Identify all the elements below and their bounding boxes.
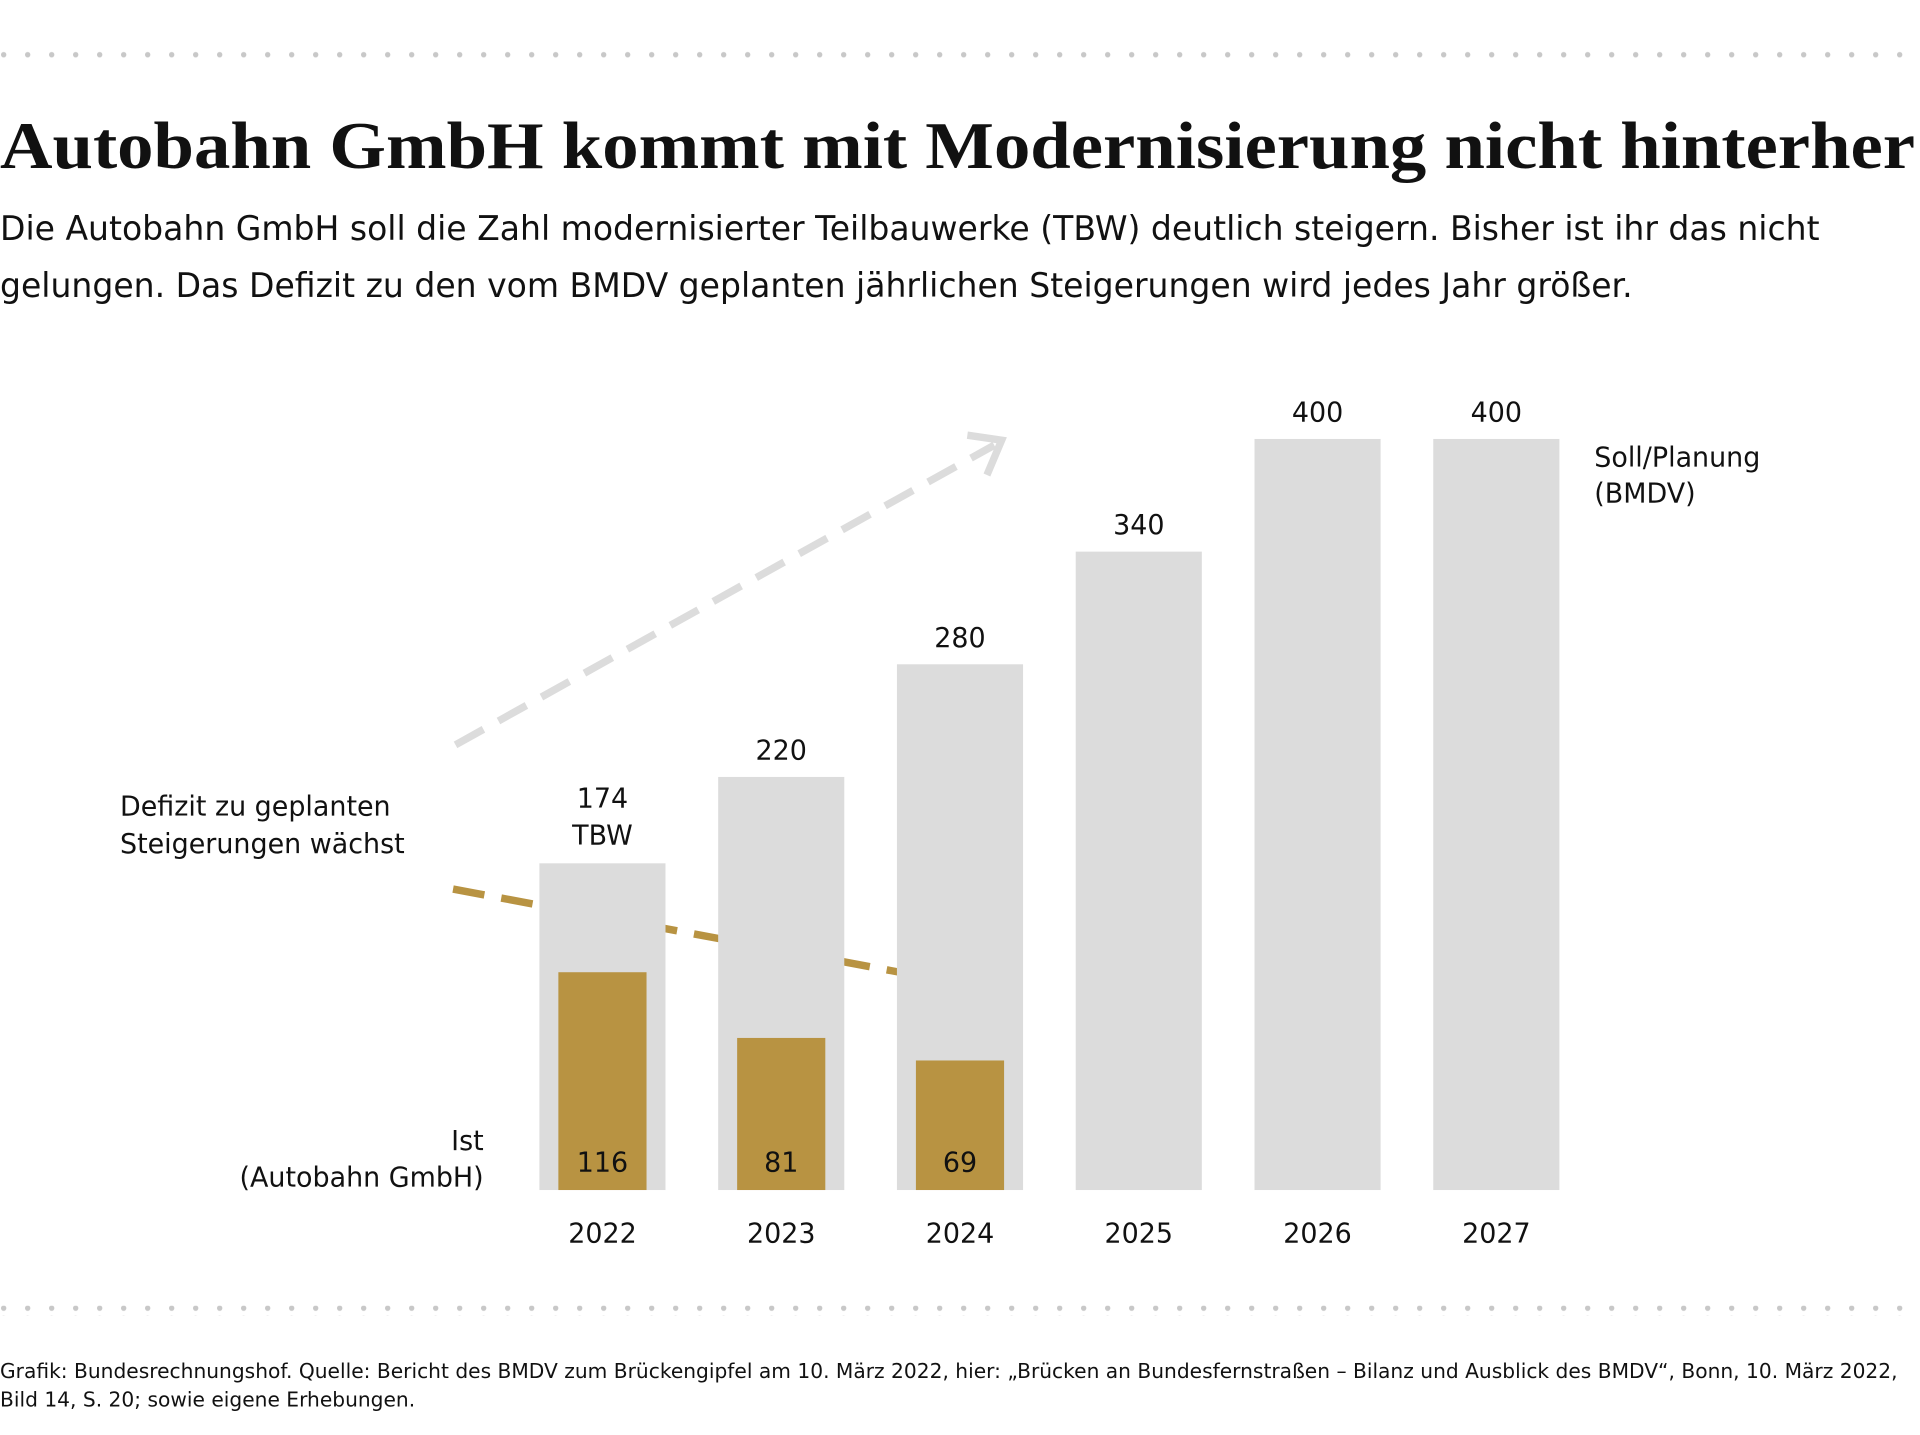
divider — [0, 1305, 1920, 1316]
bar — [1254, 438, 1381, 1191]
x-tick-label: 2023 — [747, 1218, 815, 1249]
value-label: 400 — [1292, 397, 1343, 428]
legend-label: Soll/Planung (BMDV) — [1594, 442, 1760, 509]
value-label: 220 — [756, 735, 807, 766]
source: Grafik: Bundesrechnungshof. Quelle: Beri… — [0, 1359, 1898, 1412]
arrow-head — [966, 431, 1007, 477]
unit-label: TBW — [571, 820, 633, 851]
bar — [1075, 551, 1202, 1191]
chart-title: Autobahn GmbH kommt mit Modernisierung n… — [0, 109, 1915, 183]
divider — [0, 49, 1920, 60]
value-label: 174 — [577, 783, 628, 814]
value-label: 116 — [577, 1147, 628, 1178]
x-tick-label: 2025 — [1105, 1218, 1173, 1249]
x-tick-label: 2022 — [568, 1218, 636, 1249]
legend-label: Ist (Autobahn GmbH) — [240, 1126, 484, 1193]
chart-subtitle: Die Autobahn GmbH soll die Zahl modernis… — [0, 209, 1820, 306]
value-label: 81 — [764, 1147, 798, 1178]
bar — [1433, 438, 1560, 1191]
value-label: 400 — [1471, 397, 1522, 428]
value-label: 69 — [943, 1147, 977, 1178]
annotation: Defizit zu geplanten Steigerungen wächst — [120, 792, 405, 861]
trend-arrow — [453, 441, 997, 749]
bar — [737, 1037, 826, 1191]
x-tick-label: 2026 — [1283, 1218, 1351, 1249]
bar — [558, 972, 647, 1191]
bar — [915, 1060, 1005, 1191]
x-tick-label: 2024 — [926, 1218, 994, 1249]
value-label: 340 — [1113, 510, 1164, 541]
value-label: 280 — [934, 623, 985, 654]
x-tick-label: 2027 — [1462, 1218, 1530, 1249]
